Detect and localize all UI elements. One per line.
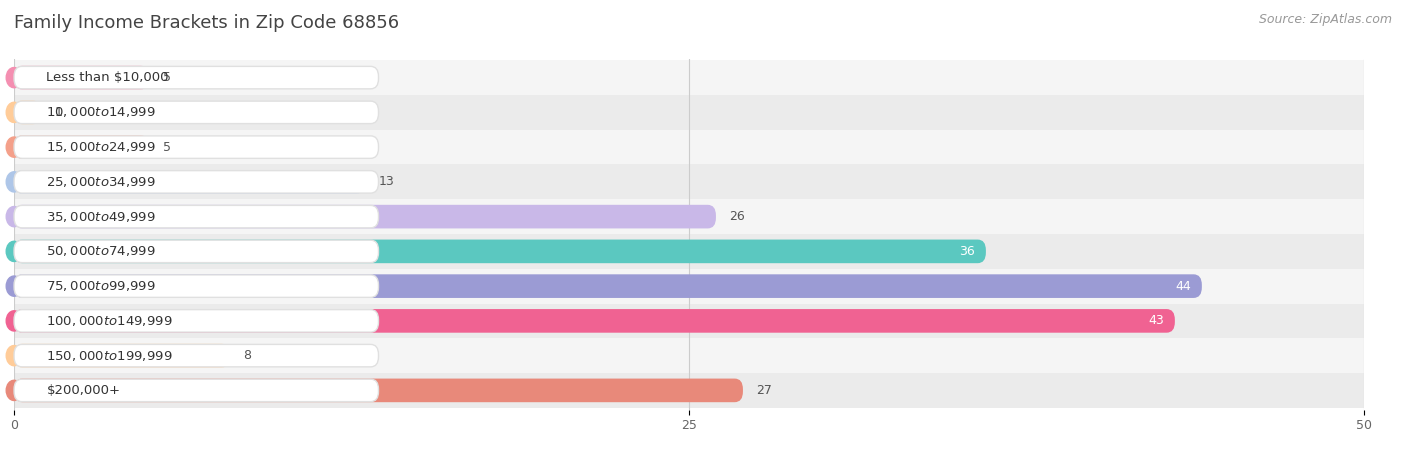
- Text: $15,000 to $24,999: $15,000 to $24,999: [46, 140, 156, 154]
- Bar: [14, 269, 1364, 303]
- FancyBboxPatch shape: [14, 309, 1175, 333]
- FancyBboxPatch shape: [14, 239, 986, 263]
- Circle shape: [6, 380, 22, 400]
- Bar: [14, 338, 1364, 373]
- Text: 13: 13: [378, 176, 394, 189]
- Circle shape: [6, 311, 22, 331]
- Text: Source: ZipAtlas.com: Source: ZipAtlas.com: [1258, 14, 1392, 27]
- Bar: [14, 130, 1364, 165]
- Bar: [14, 303, 1364, 338]
- FancyBboxPatch shape: [14, 205, 716, 229]
- Text: 36: 36: [959, 245, 976, 258]
- Text: 26: 26: [730, 210, 745, 223]
- Text: $10,000 to $14,999: $10,000 to $14,999: [46, 105, 156, 119]
- FancyBboxPatch shape: [14, 136, 378, 158]
- Text: $25,000 to $34,999: $25,000 to $34,999: [46, 175, 156, 189]
- FancyBboxPatch shape: [14, 135, 149, 159]
- FancyBboxPatch shape: [14, 240, 378, 263]
- Text: 1: 1: [55, 106, 62, 119]
- Bar: [14, 95, 1364, 130]
- Text: $150,000 to $199,999: $150,000 to $199,999: [46, 349, 173, 363]
- FancyBboxPatch shape: [14, 205, 378, 228]
- Text: $50,000 to $74,999: $50,000 to $74,999: [46, 244, 156, 258]
- FancyBboxPatch shape: [14, 170, 366, 194]
- FancyBboxPatch shape: [14, 274, 1202, 298]
- Text: 5: 5: [163, 140, 170, 153]
- Text: $200,000+: $200,000+: [46, 384, 121, 397]
- Text: $35,000 to $49,999: $35,000 to $49,999: [46, 210, 156, 224]
- Bar: [14, 234, 1364, 269]
- FancyBboxPatch shape: [14, 344, 231, 368]
- Text: 27: 27: [756, 384, 772, 397]
- Text: 44: 44: [1175, 279, 1191, 292]
- FancyBboxPatch shape: [14, 66, 149, 90]
- Text: $75,000 to $99,999: $75,000 to $99,999: [46, 279, 156, 293]
- Bar: [14, 373, 1364, 408]
- Circle shape: [6, 207, 22, 227]
- FancyBboxPatch shape: [14, 344, 378, 367]
- FancyBboxPatch shape: [14, 379, 378, 401]
- FancyBboxPatch shape: [14, 67, 378, 89]
- Circle shape: [6, 68, 22, 88]
- Bar: [14, 60, 1364, 95]
- Bar: [14, 165, 1364, 199]
- FancyBboxPatch shape: [14, 378, 742, 402]
- Text: $100,000 to $149,999: $100,000 to $149,999: [46, 314, 173, 328]
- FancyBboxPatch shape: [14, 171, 378, 193]
- Circle shape: [6, 172, 22, 192]
- FancyBboxPatch shape: [14, 310, 378, 332]
- Text: 8: 8: [243, 349, 252, 362]
- Text: 43: 43: [1149, 315, 1164, 328]
- Circle shape: [6, 346, 22, 366]
- Circle shape: [6, 276, 22, 296]
- Bar: [14, 199, 1364, 234]
- Text: Less than $10,000: Less than $10,000: [46, 71, 169, 84]
- Circle shape: [6, 102, 22, 122]
- FancyBboxPatch shape: [14, 100, 41, 124]
- Text: Family Income Brackets in Zip Code 68856: Family Income Brackets in Zip Code 68856: [14, 14, 399, 32]
- Circle shape: [6, 241, 22, 261]
- Text: 5: 5: [163, 71, 170, 84]
- Circle shape: [6, 137, 22, 157]
- FancyBboxPatch shape: [14, 275, 378, 297]
- FancyBboxPatch shape: [14, 101, 378, 124]
